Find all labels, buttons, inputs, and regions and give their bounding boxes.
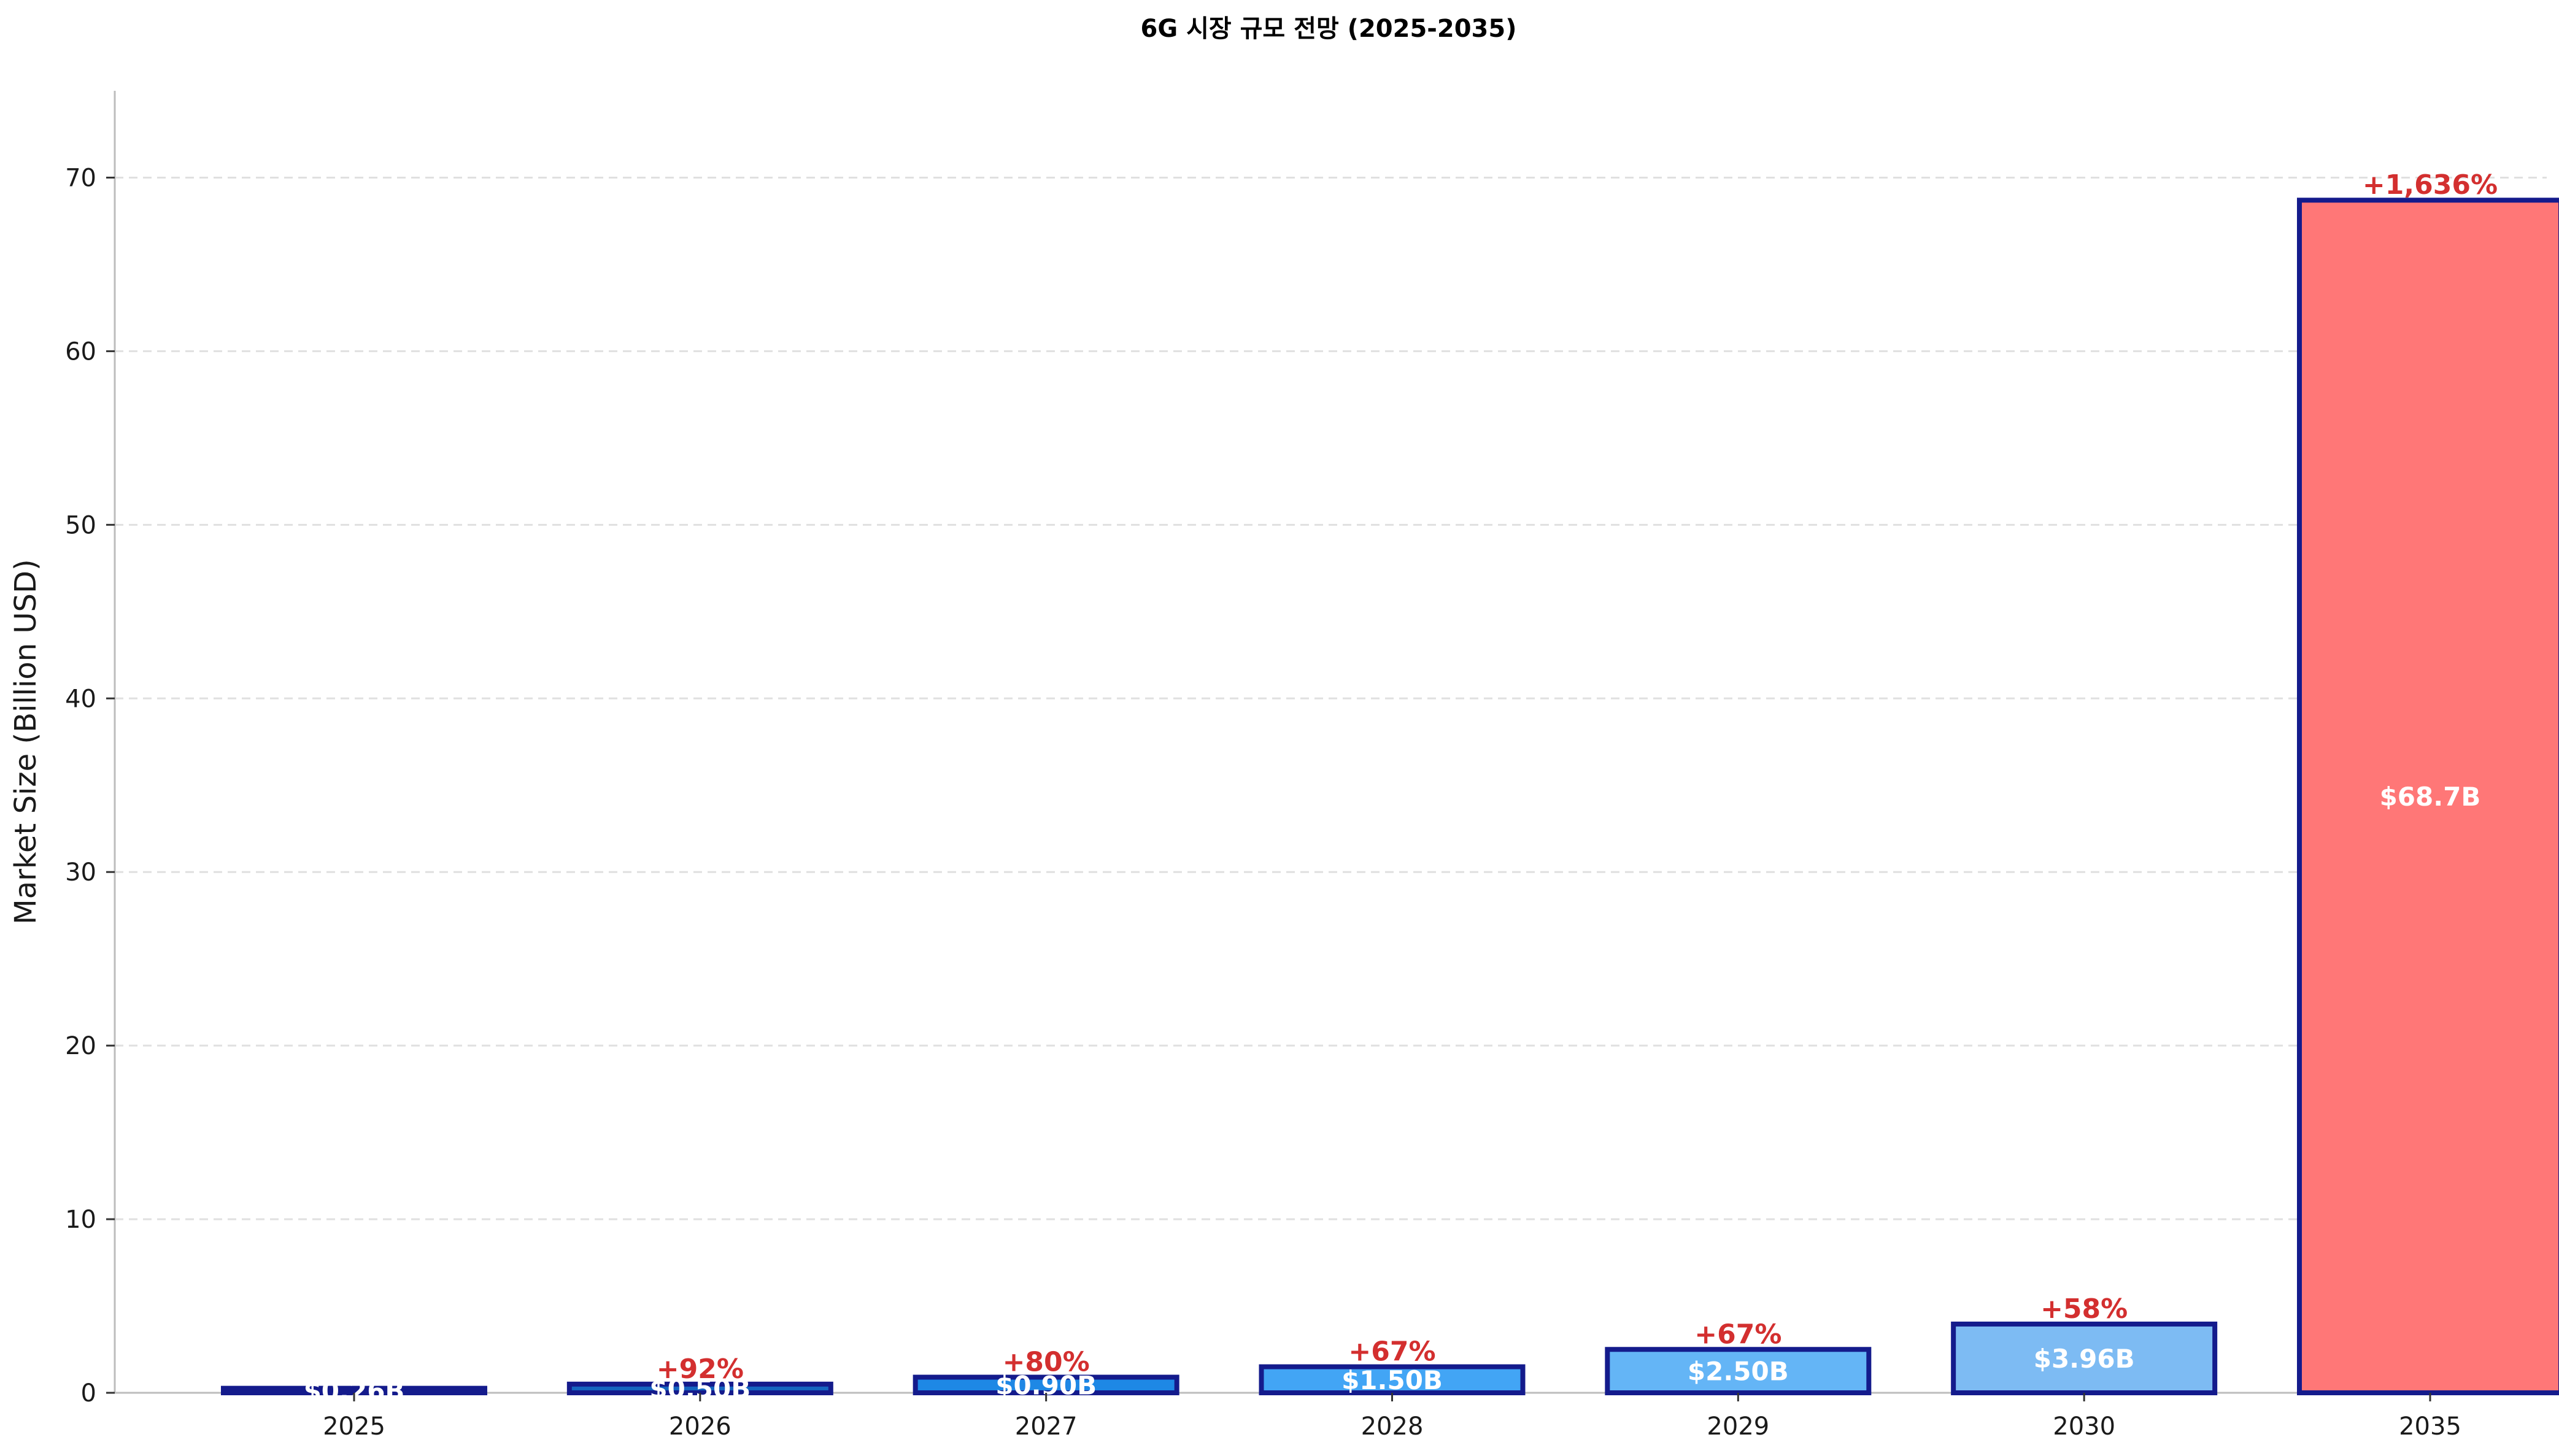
x-tick-label: 2025 xyxy=(323,1412,385,1441)
bar-growth-label: +67% xyxy=(1348,1336,1435,1368)
grid-lines xyxy=(115,176,2547,1220)
x-tick-labels: 2025 2026 2027 2028 2029 2030 2035 xyxy=(323,1393,2461,1441)
bar-value-label: $1.50B xyxy=(1341,1365,1443,1395)
x-tick-label: 2030 xyxy=(2053,1412,2115,1441)
y-tick-label: 20 xyxy=(65,1032,96,1060)
chart-title: 6G 시장 규모 전망 (2025-2035) xyxy=(1141,15,1517,43)
x-tick-label: 2028 xyxy=(1361,1412,1424,1441)
bar-growth-label: +80% xyxy=(1003,1347,1090,1378)
axes xyxy=(114,91,2547,1394)
y-tick-label: 50 xyxy=(65,511,96,539)
y-tick-label: 0 xyxy=(81,1379,96,1408)
bar-growth-label: +58% xyxy=(2040,1293,2128,1325)
bar xyxy=(1951,1321,2218,1396)
bar-value-label: $68.7B xyxy=(2380,782,2481,812)
y-tick-label: 30 xyxy=(65,858,96,887)
bars: $0.26B $0.50B+92%$0.90B+80%$1.50B+67%$2.5… xyxy=(221,169,2559,1406)
y-tick-label: 40 xyxy=(65,685,96,713)
bar-growth-label: +92% xyxy=(657,1354,744,1385)
x-tick-label: 2027 xyxy=(1015,1412,1078,1441)
bar xyxy=(2297,198,2559,1395)
y-tick-label: 60 xyxy=(65,337,96,366)
bar-growth-label: +1,636% xyxy=(2363,169,2498,201)
x-tick-label: 2026 xyxy=(669,1412,731,1441)
bar-value-label: $2.50B xyxy=(1688,1357,1789,1387)
y-tick-label: 70 xyxy=(65,164,96,192)
bar-value-label: $3.96B xyxy=(2034,1344,2135,1374)
bar-growth-label: +67% xyxy=(1694,1319,1781,1350)
y-tick-labels: 0 10 20 30 40 50 60 70 xyxy=(65,164,115,1408)
x-tick-label: 2035 xyxy=(2399,1412,2461,1441)
x-tick-label: 2029 xyxy=(1707,1412,1769,1441)
y-axis-label: Market Size (Billion USD) xyxy=(9,559,43,924)
y-tick-label: 10 xyxy=(65,1206,96,1234)
